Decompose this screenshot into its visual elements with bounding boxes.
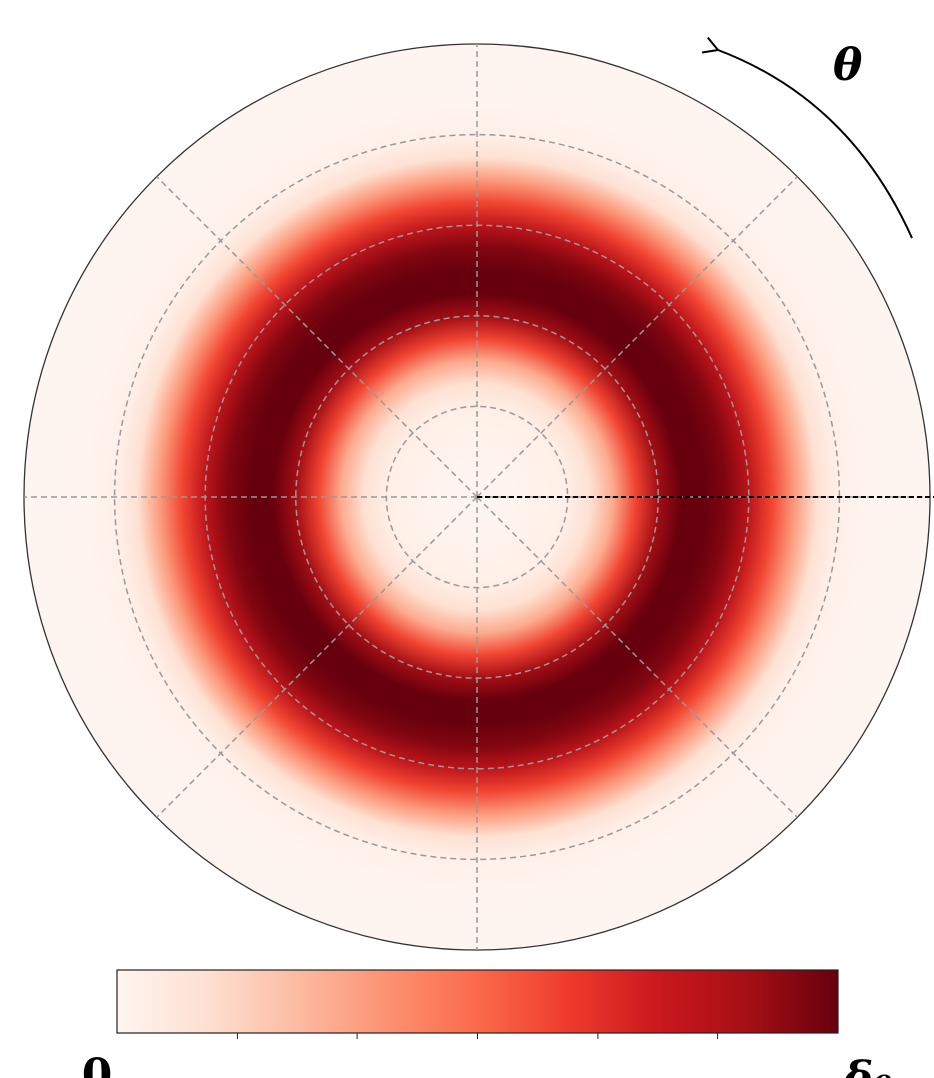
colorbar [116, 969, 839, 1034]
colorbar-label: 0 [82, 1050, 113, 1078]
theta-label: θ [833, 40, 863, 91]
colorbar-label: δ₀ [843, 1053, 893, 1078]
theta-grid-line [156, 176, 478, 498]
theta-grid-line [476, 176, 798, 498]
theta-grid-line [476, 496, 798, 818]
theta-grid-line [156, 496, 478, 818]
theta-arrow [718, 50, 913, 239]
